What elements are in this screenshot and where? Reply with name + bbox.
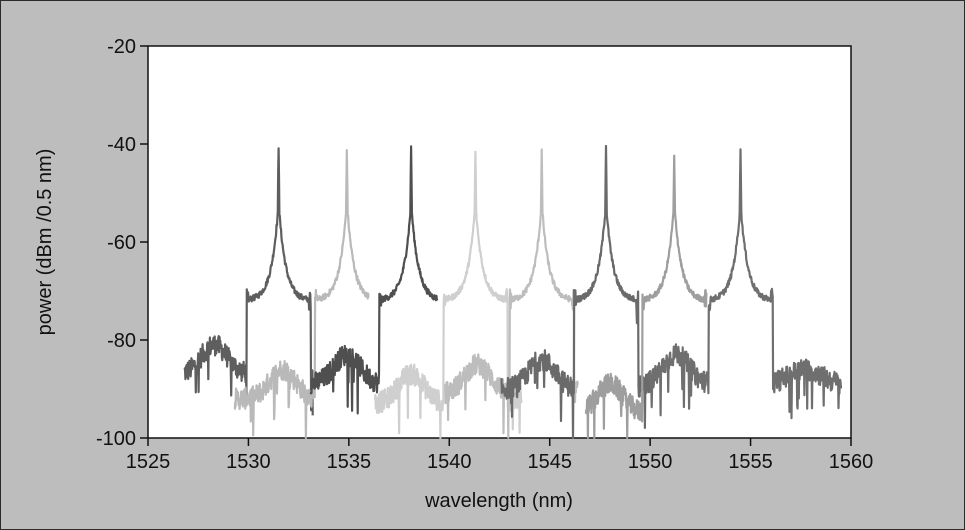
x-tick-label-1555: 1555 xyxy=(728,451,773,473)
x-tick-label-1560: 1560 xyxy=(829,451,874,473)
series-layer xyxy=(183,144,843,440)
x-tick-label-1525: 1525 xyxy=(126,451,171,473)
y-tick-label--60: -60 xyxy=(107,232,136,254)
series-line-7 xyxy=(584,154,708,440)
axes-layer: 1525 1530 1535 1540 1545 1550 1555 1560 -20 -40 -6… xyxy=(96,36,873,473)
x-tick-label-1540: 1540 xyxy=(427,451,472,473)
series-line-1 xyxy=(183,147,314,416)
x-axis-title: wavelength (nm) xyxy=(424,490,573,512)
y-tick-label--100: -100 xyxy=(96,428,136,450)
y-axis-title: power (dBm /0.5 nm) xyxy=(34,149,56,336)
x-tick-label-1550: 1550 xyxy=(628,451,673,473)
plot-area xyxy=(147,45,852,439)
x-tick-label-1535: 1535 xyxy=(327,451,372,473)
series-line-6 xyxy=(500,144,652,440)
x-tick-label-1545: 1545 xyxy=(527,451,572,473)
series-line-3 xyxy=(309,145,439,415)
x-tick-label-1530: 1530 xyxy=(226,451,271,473)
series-line-4 xyxy=(373,150,523,440)
series-line-2 xyxy=(233,149,370,440)
y-tick-label--80: -80 xyxy=(107,330,136,352)
y-tick-label--20: -20 xyxy=(107,36,136,58)
series-line-8 xyxy=(649,148,843,420)
y-tick-label--40: -40 xyxy=(107,134,136,156)
series-line-5 xyxy=(444,148,579,439)
